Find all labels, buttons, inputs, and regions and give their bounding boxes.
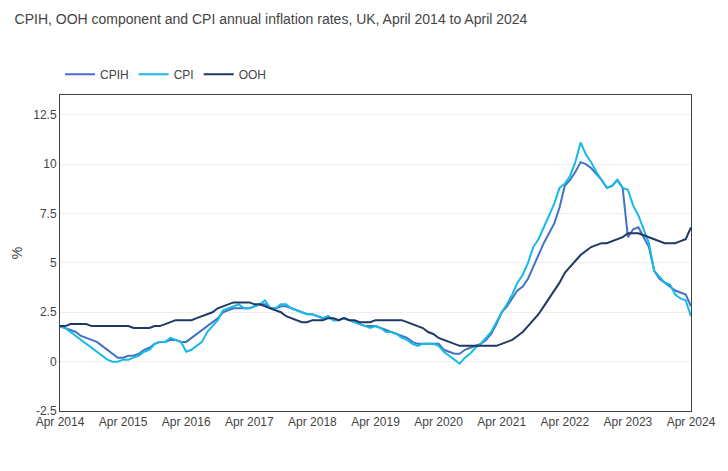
svg-text:Apr 2022: Apr 2022 [540,415,589,429]
svg-text:7.5: 7.5 [40,207,57,221]
svg-text:10: 10 [43,157,57,171]
svg-text:-2.5: -2.5 [36,404,57,418]
svg-text:2.5: 2.5 [40,305,57,319]
svg-text:Apr 2016: Apr 2016 [162,415,211,429]
svg-text:0: 0 [50,355,57,369]
svg-text:Apr 2020: Apr 2020 [414,415,463,429]
svg-text:Apr 2024: Apr 2024 [667,415,716,429]
svg-text:CPI: CPI [174,68,194,82]
svg-text:Apr 2015: Apr 2015 [99,415,148,429]
svg-text:Apr 2014: Apr 2014 [36,415,85,429]
svg-text:Apr 2017: Apr 2017 [225,415,274,429]
svg-text:Apr 2023: Apr 2023 [604,415,653,429]
svg-text:Apr 2021: Apr 2021 [477,415,526,429]
svg-text:%: % [9,247,25,259]
svg-text:CPIH: CPIH [100,68,129,82]
svg-text:CPIH, OOH component and CPI an: CPIH, OOH component and CPI annual infla… [15,11,528,27]
svg-text:Apr 2019: Apr 2019 [351,415,400,429]
svg-text:OOH: OOH [239,68,266,82]
svg-text:Apr 2018: Apr 2018 [288,415,337,429]
svg-text:12.5: 12.5 [33,108,57,122]
svg-text:5: 5 [50,256,57,270]
